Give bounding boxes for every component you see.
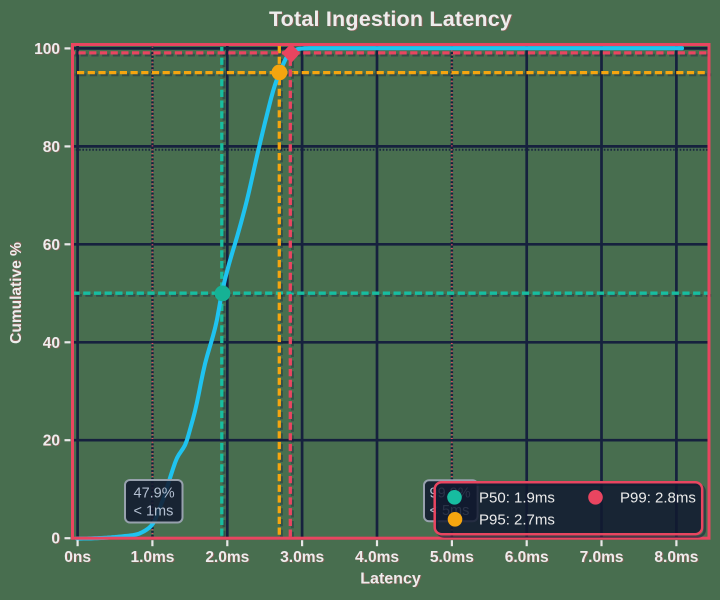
svg-text:47.9%: 47.9%	[134, 486, 175, 502]
svg-text:80: 80	[43, 139, 60, 156]
svg-text:Total Ingestion Latency: Total Ingestion Latency	[269, 7, 512, 31]
svg-text:< 1ms: < 1ms	[134, 504, 174, 520]
svg-text:Cumulative %: Cumulative %	[8, 242, 25, 344]
svg-text:6.0ms: 6.0ms	[505, 549, 549, 566]
svg-text:7.0ms: 7.0ms	[580, 549, 624, 566]
svg-text:4.0ms: 4.0ms	[355, 549, 399, 566]
svg-text:P99: 2.8ms: P99: 2.8ms	[620, 490, 696, 507]
svg-text:3.0ms: 3.0ms	[280, 549, 324, 566]
svg-text:P95: 2.7ms: P95: 2.7ms	[479, 512, 555, 529]
svg-text:60: 60	[43, 237, 60, 254]
svg-text:100: 100	[34, 41, 60, 58]
svg-text:5.0ms: 5.0ms	[430, 549, 474, 566]
svg-text:20: 20	[43, 433, 60, 450]
svg-text:0: 0	[51, 531, 60, 548]
svg-text:1.0ms: 1.0ms	[130, 549, 174, 566]
svg-text:8.0ms: 8.0ms	[654, 549, 698, 566]
svg-text:Latency: Latency	[360, 571, 421, 588]
svg-text:40: 40	[43, 335, 60, 352]
svg-text:P50: 1.9ms: P50: 1.9ms	[479, 490, 555, 507]
svg-text:2.0ms: 2.0ms	[205, 549, 249, 566]
svg-text:0ns: 0ns	[64, 549, 91, 566]
